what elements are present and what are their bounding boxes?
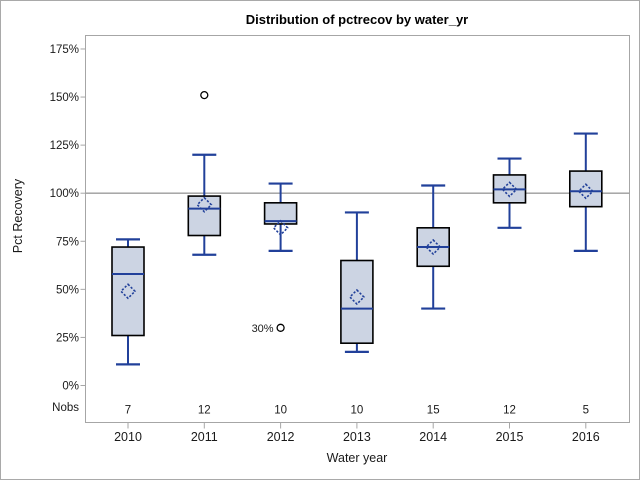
- outlier-point: [276, 323, 285, 332]
- y-tick-label: 75%: [56, 236, 79, 248]
- y-tick-label: 25%: [56, 332, 79, 344]
- box-group-2015: [492, 157, 527, 229]
- plot-frame: [85, 35, 630, 423]
- x-tick-label: 2012: [267, 430, 295, 444]
- nobs-value: 7: [125, 405, 131, 417]
- x-tick-label: 2015: [496, 430, 524, 444]
- x-tick-label: 2013: [343, 430, 371, 444]
- box-iqr: [568, 170, 603, 208]
- box-iqr: [111, 246, 145, 337]
- box-group-2010: [111, 238, 145, 366]
- nobs-value: 10: [274, 405, 287, 417]
- box-iqr: [340, 259, 374, 344]
- nobs-value: 12: [198, 405, 211, 417]
- mean-marker-icon: [272, 219, 289, 236]
- y-tick-label: 0%: [62, 381, 79, 393]
- box-group-2016: [568, 132, 603, 252]
- mean-marker-icon: [501, 181, 518, 198]
- box-group-2014: [416, 184, 451, 310]
- outlier-point: [200, 90, 209, 100]
- outlier-label: 30%: [252, 323, 274, 335]
- x-tick-label: 2014: [419, 430, 447, 444]
- box-iqr: [263, 202, 298, 225]
- mean-marker-icon: [577, 183, 594, 200]
- chart-title: Distribution of pctrecov by water_yr: [245, 12, 469, 27]
- x-tick-label: 2011: [191, 430, 218, 444]
- box-group-2012: 30%: [252, 182, 298, 335]
- x-tick-label: 2010: [114, 430, 142, 444]
- y-tick-label: 100%: [50, 188, 79, 200]
- box-group-2013: [340, 211, 374, 353]
- y-tick-label: 50%: [56, 284, 79, 296]
- mean-marker-icon: [196, 196, 213, 213]
- nobs-row-label: Nobs: [52, 402, 79, 414]
- nobs-value: 5: [583, 405, 589, 417]
- y-tick-label: 150%: [50, 92, 79, 104]
- y-tick-label: 125%: [50, 140, 79, 152]
- mean-marker-icon: [348, 288, 366, 306]
- y-tick-label: 175%: [50, 44, 79, 56]
- mean-marker-icon: [119, 283, 137, 300]
- nobs-value: 15: [427, 405, 440, 417]
- box-group-2011: [187, 90, 222, 256]
- x-tick-label: 2016: [572, 430, 600, 444]
- nobs-value: 10: [351, 405, 364, 417]
- mean-marker-icon: [425, 238, 442, 256]
- x-axis-title: Water year: [326, 451, 388, 465]
- nobs-value: 12: [503, 405, 516, 417]
- box-iqr: [187, 195, 222, 237]
